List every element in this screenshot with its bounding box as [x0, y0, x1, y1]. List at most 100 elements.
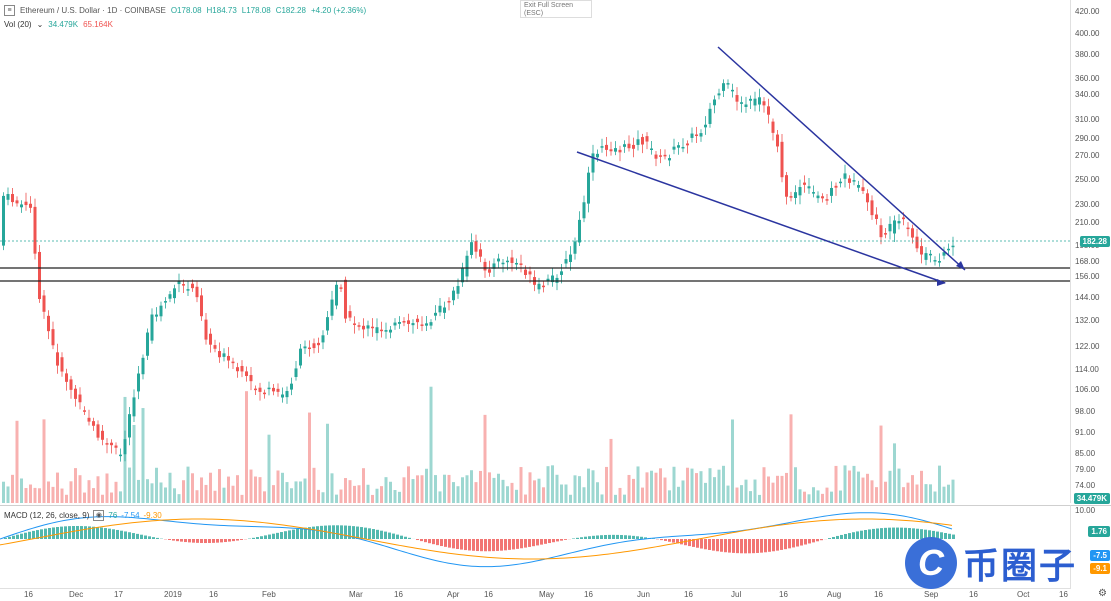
candle-body	[466, 256, 469, 277]
symbol-legend[interactable]: ≡ Ethereum / U.S. Dollar · 1D · COINBASE…	[4, 5, 366, 16]
macd-histogram-bar	[772, 539, 775, 551]
macd-label[interactable]: MACD (12, 26, close, 9)	[4, 511, 89, 520]
candle-body	[718, 93, 721, 95]
price-tick: 156.00	[1075, 272, 1099, 281]
macd-histogram-bar	[828, 538, 831, 539]
volume-bar	[542, 487, 545, 503]
price-tick: 168.00	[1075, 257, 1099, 266]
volume-bar	[56, 473, 59, 503]
macd-histogram-bar	[592, 536, 595, 539]
candle-body	[362, 326, 365, 330]
volume-bar	[439, 491, 442, 503]
candle-body	[929, 254, 932, 256]
candle-body	[146, 333, 149, 356]
price-chart-canvas[interactable]	[0, 0, 1070, 503]
macd-histogram-bar	[532, 539, 535, 546]
volume-bar	[479, 471, 482, 503]
candle-body	[902, 217, 905, 219]
price-tick: 270.00	[1075, 151, 1099, 160]
volume-bar	[394, 490, 397, 503]
candle-body	[520, 263, 523, 265]
volume-bar	[173, 488, 176, 503]
volume-bar	[389, 482, 392, 503]
candle-body	[736, 95, 739, 102]
macd-histogram-bar	[564, 539, 567, 540]
volume-bar	[673, 467, 676, 503]
volume-bar	[907, 483, 910, 503]
candle-body	[70, 379, 73, 389]
volume-bar	[524, 495, 527, 503]
candle-body	[529, 271, 532, 274]
volume-bar	[605, 467, 608, 503]
exit-fullscreen-button[interactable]: Exit Full Screen (ESC)	[520, 0, 592, 18]
volume-bar	[610, 439, 613, 503]
candle-body	[277, 389, 280, 392]
candle-body	[11, 194, 14, 202]
volume-bar	[326, 424, 329, 503]
macd-histogram-bar	[880, 528, 883, 539]
volume-bar	[686, 468, 689, 503]
candle-body	[448, 301, 451, 303]
macd-histogram-bar	[664, 539, 667, 541]
candle-body	[646, 136, 649, 141]
candle-body	[245, 371, 248, 376]
volume-bar	[803, 492, 806, 503]
volume-bar	[799, 489, 802, 503]
macd-histogram-bar	[16, 535, 19, 539]
candle-body	[169, 294, 172, 299]
macd-histogram-bar	[700, 539, 703, 549]
candle-body	[196, 287, 199, 297]
volume-bar	[385, 477, 388, 503]
macd-histogram-bar	[492, 539, 495, 551]
ohlc-high: H184.73	[207, 6, 237, 15]
volume-bar	[452, 482, 455, 503]
upper-trendline[interactable]	[718, 47, 965, 270]
candle-body	[398, 322, 401, 324]
macd-histogram-bar	[8, 537, 11, 539]
volume-bar	[241, 495, 244, 503]
macd-histogram-bar	[640, 537, 643, 539]
price-pane[interactable]: ≡ Ethereum / U.S. Dollar · 1D · COINBASE…	[0, 0, 1070, 503]
candle-body	[461, 268, 464, 282]
price-tick: 114.00	[1075, 365, 1099, 374]
candle-body	[376, 327, 379, 333]
volume-bar	[209, 473, 212, 503]
volume-bar	[218, 469, 221, 503]
candle-body	[92, 421, 95, 426]
macd-legend[interactable]: MACD (12, 26, close, 9) ◉ 76 -7.54 -9.30	[4, 510, 162, 521]
macd-histogram-bar	[528, 539, 531, 547]
volume-bar	[754, 480, 757, 503]
eye-icon[interactable]: ⌄	[37, 20, 44, 29]
price-tick: 132.00	[1075, 316, 1099, 325]
candle-body	[502, 263, 505, 265]
macd-histogram-bar	[224, 539, 227, 542]
candle-body	[938, 261, 941, 263]
candle-body	[407, 320, 410, 324]
collapse-icon[interactable]: ≡	[4, 5, 15, 16]
candle-body	[578, 220, 581, 243]
volume-bar	[758, 495, 761, 503]
volume-bar	[763, 467, 766, 503]
volume-bar	[466, 475, 469, 503]
time-tick: 16	[209, 590, 218, 599]
candle-body	[749, 99, 752, 101]
macd-histogram-bar	[256, 537, 259, 539]
macd-histogram-bar	[76, 526, 79, 539]
volume-label[interactable]: Vol (20)	[4, 20, 32, 29]
volume-bar	[844, 465, 847, 503]
volume-bar	[614, 495, 617, 503]
symbol-name[interactable]: Ethereum / U.S. Dollar · 1D · COINBASE	[20, 6, 166, 15]
macd-histogram-bar	[888, 528, 891, 539]
volume-legend[interactable]: Vol (20) ⌄ 34.479K 65.164K	[4, 20, 113, 29]
macd-histogram-bar	[44, 529, 47, 539]
macd-histogram-bar	[520, 539, 523, 548]
candle-body	[614, 148, 617, 152]
macd-histogram-bar	[464, 539, 467, 550]
volume-bar	[223, 488, 226, 503]
eye-icon[interactable]: ◉	[93, 510, 104, 521]
macd-histogram-bar	[4, 538, 7, 539]
macd-histogram-bar	[780, 539, 783, 550]
price-tick: 106.00	[1075, 385, 1099, 394]
volume-bar	[349, 480, 352, 503]
